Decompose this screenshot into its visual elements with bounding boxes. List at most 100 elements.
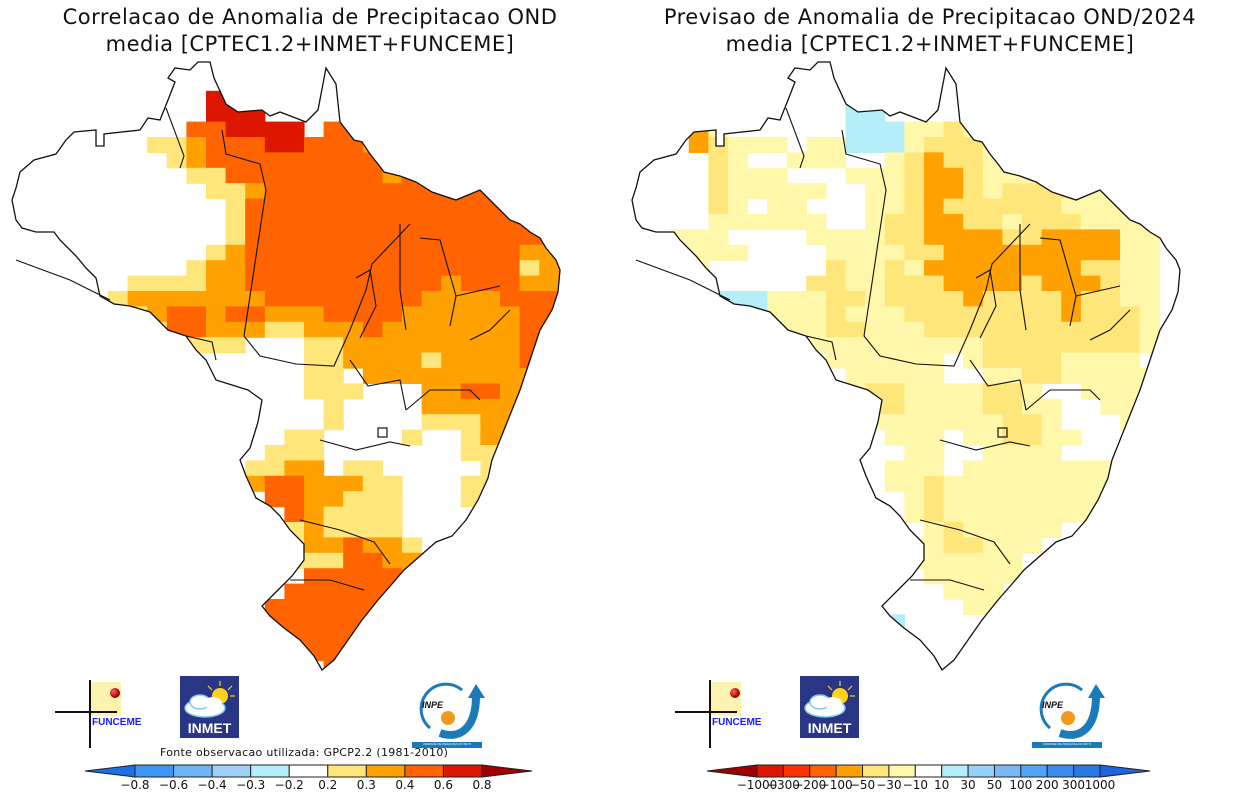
state-border bbox=[1019, 224, 1027, 331]
grid-cell bbox=[323, 645, 344, 662]
grid-cell bbox=[264, 198, 285, 215]
grid-cell bbox=[1139, 214, 1160, 230]
grid-cell bbox=[982, 121, 1003, 138]
grid-cell bbox=[304, 552, 325, 569]
colorbar-segment bbox=[967, 764, 995, 778]
grid-cell bbox=[884, 398, 905, 415]
grid-cell bbox=[884, 629, 905, 646]
grid-cell bbox=[982, 552, 1003, 569]
colorbar-segment bbox=[1073, 764, 1101, 778]
grid-cell bbox=[245, 229, 266, 246]
grid-cell bbox=[963, 198, 984, 215]
grid-cell bbox=[1022, 229, 1043, 246]
grid-cell bbox=[362, 614, 383, 631]
colorbar-tick-label: −300 bbox=[767, 778, 800, 792]
grid-cell bbox=[826, 306, 847, 323]
grid-cell bbox=[904, 398, 925, 415]
grid-cell bbox=[1022, 445, 1043, 461]
grid-cell bbox=[845, 414, 866, 431]
grid-cell bbox=[1061, 491, 1082, 508]
grid-cell bbox=[865, 167, 886, 184]
grid-cell bbox=[402, 214, 423, 230]
grid-cell bbox=[904, 506, 925, 523]
grid-cell bbox=[1100, 260, 1121, 277]
grid-cell bbox=[304, 460, 325, 477]
grid-cell bbox=[1002, 522, 1023, 538]
colorbar-segment bbox=[756, 764, 784, 778]
grid-cell bbox=[767, 321, 788, 338]
grid-cell bbox=[982, 337, 1003, 354]
grid-cell bbox=[362, 552, 383, 569]
grid-cell bbox=[480, 398, 501, 415]
state-border bbox=[841, 129, 887, 337]
grid-cell bbox=[362, 198, 383, 215]
grid-cell bbox=[1041, 244, 1062, 261]
grid-cell bbox=[1022, 121, 1043, 138]
grid-cell bbox=[924, 229, 945, 246]
colorbar-tick-label: −0.4 bbox=[198, 778, 227, 792]
grid-cell bbox=[1139, 244, 1160, 261]
inpe-logo: INPE UNIDADE DE PESQUISA DO MCTI bbox=[1030, 678, 1110, 748]
grid-cell bbox=[304, 244, 325, 261]
colorbar-tick-label: −0.2 bbox=[275, 778, 304, 792]
grid-cell bbox=[343, 568, 364, 585]
grid-cell bbox=[904, 445, 925, 461]
grid-cell bbox=[304, 368, 325, 384]
grid-cell bbox=[1041, 522, 1062, 538]
colorbar-tick-label: 0.2 bbox=[318, 778, 337, 792]
grid-cell bbox=[304, 506, 325, 523]
grid-cell bbox=[304, 537, 325, 554]
grid-cell bbox=[362, 321, 383, 338]
grid-cell bbox=[441, 352, 462, 369]
grid-cell bbox=[924, 522, 945, 538]
grid-cell bbox=[845, 229, 866, 246]
grid-cell bbox=[982, 445, 1003, 461]
grid-cell bbox=[343, 229, 364, 246]
grid-cell bbox=[1002, 506, 1023, 523]
grid-cell bbox=[166, 137, 187, 153]
grid-cell bbox=[519, 475, 540, 492]
grid-cell bbox=[884, 460, 905, 477]
grid-cell bbox=[284, 121, 305, 138]
grid-cell bbox=[362, 491, 383, 508]
grid-cell bbox=[362, 537, 383, 554]
colorbar-segment bbox=[327, 764, 367, 778]
grid-cell bbox=[284, 522, 305, 538]
grid-cell bbox=[963, 321, 984, 338]
grid-cell bbox=[963, 275, 984, 292]
grid-cell bbox=[127, 275, 148, 292]
grid-cell bbox=[904, 537, 925, 554]
source-note: Fonte observacao utilizada: GPCP2.2 (198… bbox=[160, 746, 449, 759]
grid-cell bbox=[1041, 198, 1062, 215]
inmet-logo: INMET bbox=[180, 676, 239, 738]
grid-cell bbox=[982, 306, 1003, 323]
grid-cell bbox=[1002, 568, 1023, 585]
state-border bbox=[419, 237, 457, 327]
colorbar-tick-label: −50 bbox=[850, 778, 875, 792]
grid-cell bbox=[1041, 506, 1062, 523]
grid-cell bbox=[943, 121, 964, 138]
grid-cell bbox=[264, 475, 285, 492]
grid-cell bbox=[421, 568, 442, 585]
grid-cell bbox=[382, 568, 403, 585]
grid-cell bbox=[924, 337, 945, 354]
grid-cell bbox=[500, 214, 521, 230]
grid-cell bbox=[362, 352, 383, 369]
grid-cell bbox=[421, 167, 442, 184]
grid-cell bbox=[924, 429, 945, 446]
country-outline bbox=[631, 61, 1181, 671]
grid-cell bbox=[225, 167, 246, 184]
grid-cell bbox=[904, 306, 925, 323]
grid-cell bbox=[1139, 414, 1160, 431]
grid-cell bbox=[924, 445, 945, 461]
grid-cell bbox=[826, 337, 847, 354]
grid-cell bbox=[963, 460, 984, 477]
grid-cell bbox=[1022, 275, 1043, 292]
state-border bbox=[165, 107, 185, 169]
grid-cell bbox=[688, 137, 709, 153]
funceme-logo: FUNCEME bbox=[675, 680, 775, 748]
grid-cell bbox=[1159, 414, 1180, 431]
grid-cell bbox=[304, 275, 325, 292]
grid-cell bbox=[963, 260, 984, 277]
chart-subtitle: media [CPTEC1.2+INMET+FUNCEME] bbox=[105, 32, 515, 56]
